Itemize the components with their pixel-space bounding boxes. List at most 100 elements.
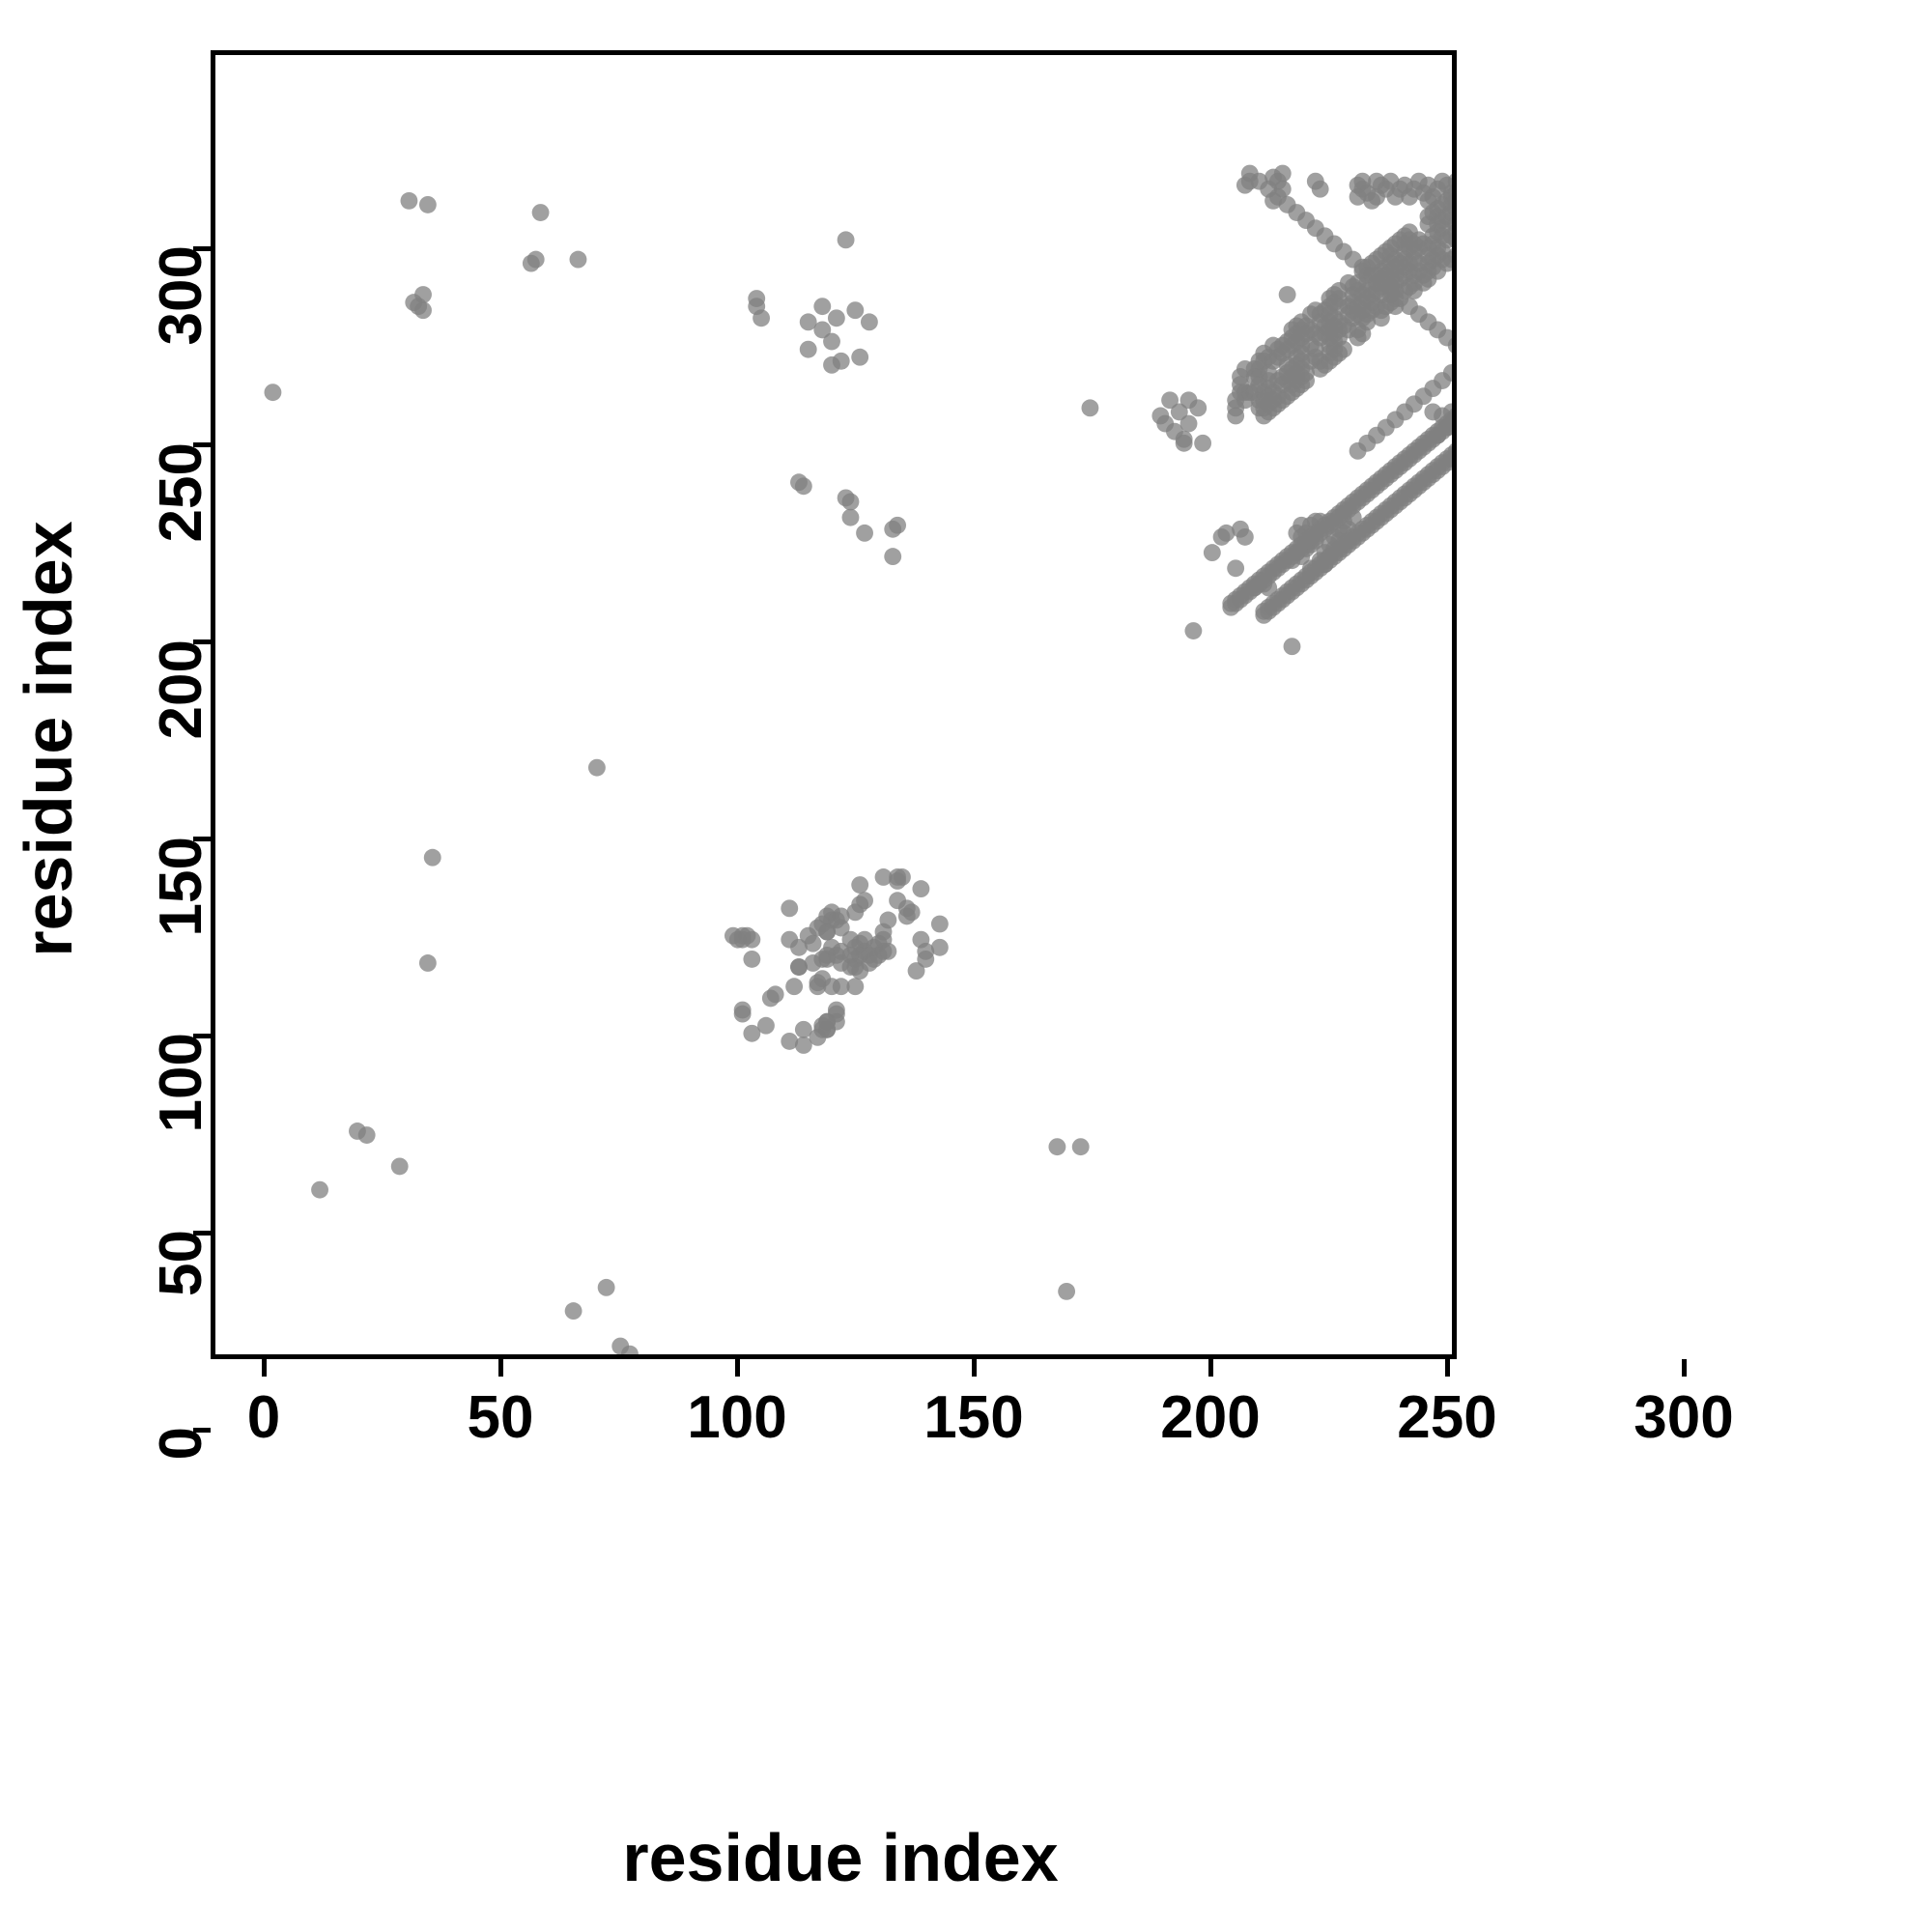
scatter-point bbox=[743, 951, 760, 968]
scatter-point bbox=[570, 251, 587, 269]
y-tick-label: 300 bbox=[152, 245, 212, 410]
scatter-point bbox=[846, 301, 864, 319]
scatter-point bbox=[912, 931, 929, 949]
scatter-point bbox=[1204, 544, 1221, 561]
scatter-point bbox=[861, 313, 878, 330]
scatter-point bbox=[908, 962, 925, 980]
scatter-point bbox=[851, 876, 868, 894]
scatter-point bbox=[753, 309, 770, 327]
scatter-point bbox=[1279, 286, 1296, 303]
scatter-point bbox=[734, 1002, 752, 1019]
scatter-point bbox=[532, 204, 550, 221]
x-tick-label: 100 bbox=[687, 1388, 786, 1448]
scatter-point bbox=[785, 978, 803, 995]
scatter-point bbox=[790, 939, 808, 956]
scatter-point bbox=[889, 892, 906, 909]
scatter-point bbox=[419, 954, 437, 972]
scatter-point bbox=[856, 892, 873, 909]
scatter-point bbox=[809, 978, 826, 995]
scatter-point bbox=[823, 333, 840, 351]
scatter-point bbox=[1312, 181, 1329, 198]
scatter-point bbox=[743, 1025, 760, 1042]
scatter-point bbox=[781, 899, 798, 917]
scatter-point bbox=[931, 916, 949, 933]
scatter-point bbox=[1180, 415, 1198, 433]
x-tick-mark bbox=[972, 1359, 977, 1377]
scatter-point bbox=[565, 1302, 582, 1320]
x-tick-label: 200 bbox=[1160, 1388, 1260, 1448]
scatter-point bbox=[818, 947, 836, 964]
scatter-point bbox=[414, 301, 432, 319]
scatter-point bbox=[889, 517, 906, 534]
x-tick-label: 150 bbox=[923, 1388, 1023, 1448]
y-tick-label: 150 bbox=[152, 837, 212, 1001]
scatter-point bbox=[1048, 1138, 1065, 1155]
scatter-point bbox=[838, 231, 855, 248]
scatter-point bbox=[1081, 399, 1098, 416]
scatter-points-layer bbox=[215, 55, 1452, 1354]
scatter-point bbox=[401, 192, 418, 210]
y-tick-label: 50 bbox=[152, 1230, 212, 1394]
scatter-point bbox=[1335, 341, 1352, 358]
scatter-point bbox=[414, 286, 432, 303]
scatter-point bbox=[748, 290, 765, 307]
scatter-point bbox=[833, 978, 850, 995]
scatter-point bbox=[1284, 638, 1301, 655]
scatter-point bbox=[1274, 165, 1292, 183]
x-tick-mark bbox=[1208, 1359, 1213, 1377]
x-tick-label: 50 bbox=[468, 1388, 534, 1448]
scatter-point bbox=[875, 868, 893, 886]
scatter-point bbox=[884, 548, 901, 565]
x-tick-label: 250 bbox=[1397, 1388, 1496, 1448]
scatter-point bbox=[1058, 1283, 1075, 1300]
x-tick-mark bbox=[262, 1359, 267, 1377]
y-tick-label: 100 bbox=[152, 1033, 212, 1197]
scatter-point bbox=[875, 923, 893, 941]
scatter-point bbox=[846, 958, 864, 976]
scatter-point bbox=[391, 1157, 409, 1175]
scatter-point bbox=[790, 958, 808, 976]
scatter-point bbox=[912, 880, 929, 897]
scatter-point bbox=[800, 341, 817, 358]
scatter-point bbox=[598, 1279, 615, 1296]
scatter-point bbox=[795, 1021, 812, 1038]
scatter-point bbox=[358, 1126, 376, 1144]
y-axis-title: residue index bbox=[14, 111, 82, 1367]
scatter-point bbox=[767, 985, 784, 1003]
y-tick-label: 0 bbox=[152, 1427, 212, 1591]
x-axis-title: residue index bbox=[0, 1824, 1681, 1891]
scatter-point bbox=[311, 1181, 328, 1199]
scatter-point bbox=[851, 349, 868, 366]
scatter-point bbox=[842, 494, 860, 511]
scatter-point bbox=[818, 923, 836, 941]
scatter-point bbox=[898, 907, 916, 924]
scatter-point bbox=[419, 196, 437, 213]
scatter-point bbox=[813, 298, 831, 315]
scatter-point bbox=[588, 759, 606, 777]
y-tick-label: 250 bbox=[152, 442, 212, 607]
scatter-point bbox=[1194, 435, 1211, 452]
plot-panel bbox=[211, 50, 1457, 1359]
scatter-point bbox=[1072, 1138, 1090, 1155]
scatter-point bbox=[527, 251, 545, 269]
scatter-point bbox=[828, 309, 845, 327]
scatter-point bbox=[424, 849, 441, 867]
scatter-point bbox=[795, 477, 812, 495]
scatter-point bbox=[1227, 559, 1244, 577]
x-tick-label: 300 bbox=[1634, 1388, 1733, 1448]
scatter-point bbox=[879, 943, 896, 960]
scatter-point bbox=[931, 939, 949, 956]
scatter-series bbox=[265, 145, 1452, 1354]
scatter-point bbox=[265, 384, 282, 401]
contact-map-figure: 0 50 100 150 200 250 300 0 50 100 150 200 250 300 re… bbox=[0, 0, 1932, 1932]
scatter-point bbox=[734, 931, 752, 949]
scatter-point bbox=[1236, 528, 1254, 546]
y-tick-label: 200 bbox=[152, 639, 212, 804]
scatter-point bbox=[842, 509, 860, 526]
scatter-point bbox=[1176, 435, 1193, 452]
scatter-point bbox=[1189, 399, 1207, 416]
x-tick-mark bbox=[1682, 1359, 1687, 1377]
scatter-point bbox=[818, 1021, 836, 1038]
scatter-point bbox=[1184, 622, 1202, 639]
x-tick-mark bbox=[498, 1359, 503, 1377]
